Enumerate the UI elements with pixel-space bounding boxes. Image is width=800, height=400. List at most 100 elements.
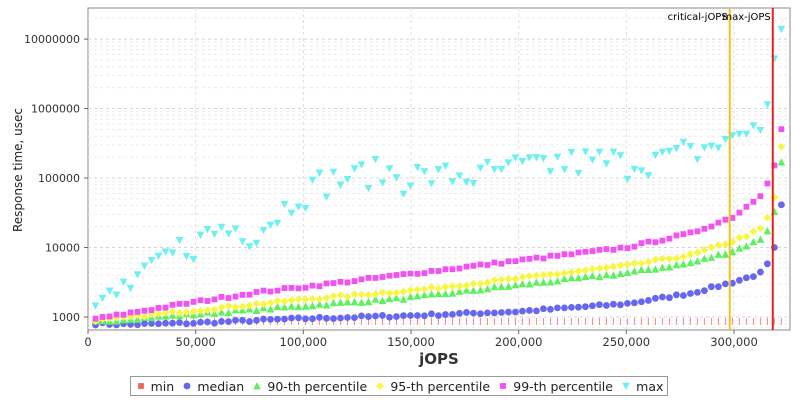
point-4-88	[708, 223, 715, 230]
point-3-34	[329, 292, 338, 300]
legend-marker-shape-0	[137, 383, 144, 389]
point-2-76	[623, 268, 632, 277]
point-3-79	[644, 258, 653, 266]
point-5-37	[350, 165, 359, 173]
point-2-68	[567, 273, 576, 282]
point-1-88	[708, 283, 715, 291]
point-5-65	[546, 168, 555, 176]
point-1-9	[155, 320, 162, 328]
point-4-66	[554, 252, 561, 259]
point-5-62	[525, 154, 534, 162]
point-4-59	[505, 258, 512, 265]
point-5-30	[301, 204, 310, 213]
point-4-44	[400, 271, 407, 277]
point-3-98	[777, 142, 786, 151]
point-2-38	[357, 298, 366, 306]
point-1-20	[232, 316, 239, 324]
point-1-29	[295, 314, 302, 322]
point-4-32	[316, 283, 323, 290]
point-5-23	[252, 239, 261, 248]
point-3-86	[693, 248, 702, 257]
series-99-th-percentile	[92, 126, 785, 322]
point-3-80	[651, 255, 660, 264]
point-4-87	[701, 225, 708, 232]
point-4-33	[323, 280, 330, 287]
point-5-15	[196, 231, 205, 239]
point-5-47	[420, 168, 429, 176]
point-5-73	[602, 160, 611, 168]
point-1-71	[589, 302, 596, 310]
point-4-50	[442, 266, 449, 273]
point-5-51	[448, 178, 457, 186]
point-3-33	[322, 294, 331, 302]
legend-marker-2	[253, 382, 262, 390]
point-1-85	[687, 290, 694, 297]
point-3-9	[154, 309, 163, 318]
legend-item-2: 90-th percentile	[251, 379, 367, 394]
point-4-78	[638, 240, 645, 247]
point-1-43	[393, 313, 400, 320]
point-5-49	[434, 166, 443, 174]
y-tick-label-0: 1000	[52, 311, 80, 324]
point-3-27	[280, 297, 289, 306]
point-5-39	[364, 184, 373, 193]
point-4-13	[183, 300, 190, 307]
point-2-31	[308, 301, 317, 310]
point-2-70	[581, 272, 590, 281]
point-1-37	[351, 314, 358, 322]
point-1-14	[190, 319, 197, 327]
point-1-42	[386, 313, 393, 321]
point-4-24	[260, 287, 267, 294]
point-2-25	[266, 305, 275, 313]
point-3-7	[140, 312, 149, 321]
point-2-51	[448, 289, 457, 297]
point-4-0	[92, 315, 99, 322]
point-5-34	[329, 168, 338, 177]
point-5-2	[105, 287, 114, 295]
point-2-63	[532, 278, 541, 286]
point-1-55	[477, 310, 484, 318]
point-2-77	[630, 267, 639, 275]
point-4-56	[484, 262, 491, 268]
point-3-63	[532, 271, 541, 280]
legend-item-1: median	[181, 379, 244, 394]
point-3-73	[602, 263, 611, 272]
point-4-41	[379, 274, 386, 280]
point-5-69	[574, 169, 583, 178]
point-2-18	[217, 308, 226, 316]
point-1-30	[302, 315, 309, 323]
point-4-18	[218, 293, 225, 300]
point-3-69	[574, 267, 583, 276]
point-2-89	[714, 250, 723, 258]
point-1-63	[533, 307, 540, 315]
point-3-61	[518, 273, 527, 281]
point-2-32	[315, 300, 324, 308]
point-5-80	[651, 151, 660, 160]
point-4-48	[428, 268, 435, 274]
point-3-21	[238, 302, 247, 311]
point-3-64	[539, 271, 548, 279]
point-1-41	[379, 312, 386, 319]
point-4-47	[421, 270, 428, 277]
point-3-70	[581, 266, 590, 275]
point-4-53	[463, 263, 470, 270]
x-axis-ticks: 0 50,000 100,000 150,000 200,000 250,000 300,0…	[84, 330, 758, 349]
vline-label-1: max-jOPS	[722, 12, 770, 23]
point-2-65	[546, 278, 555, 286]
point-2-96	[763, 227, 772, 235]
point-2-36	[343, 298, 352, 306]
point-4-96	[764, 180, 771, 187]
point-5-85	[686, 142, 695, 151]
point-4-28	[288, 284, 295, 291]
point-4-63	[533, 254, 540, 261]
point-1-73	[603, 302, 610, 309]
point-2-69	[574, 274, 583, 282]
point-3-94	[749, 227, 758, 236]
point-1-87	[701, 287, 708, 295]
point-2-94	[749, 237, 758, 246]
point-3-28	[287, 296, 296, 304]
point-4-5	[127, 309, 134, 316]
point-5-4	[119, 278, 128, 286]
point-2-49	[434, 289, 443, 298]
